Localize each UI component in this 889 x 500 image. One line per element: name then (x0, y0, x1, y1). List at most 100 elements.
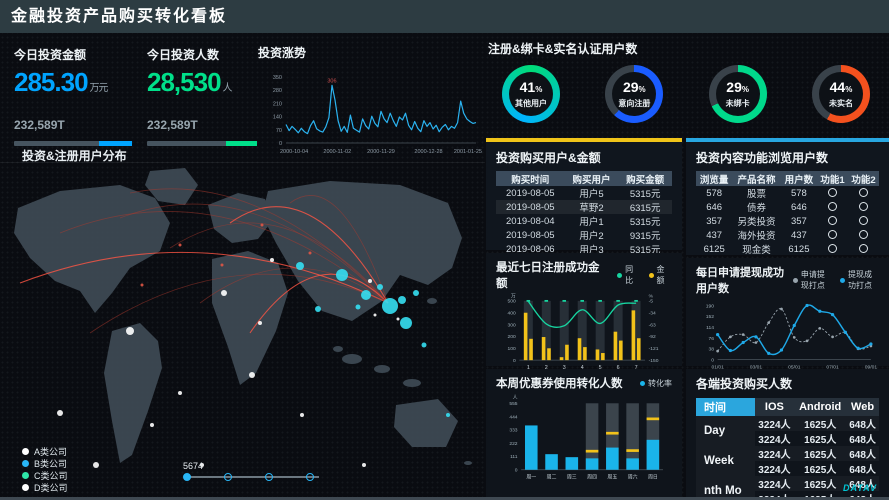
gauge-label: 意向注册 (618, 98, 651, 108)
svg-text:38: 38 (709, 347, 715, 353)
row-group-label: Day (696, 416, 755, 446)
table-row: nth Mo 3224人 1625人 648人 (696, 476, 879, 497)
svg-text:7: 7 (635, 365, 638, 371)
svg-text:01/01: 01/01 (711, 365, 724, 371)
legend-label: 提现成功打点 (847, 270, 872, 290)
column-header: 产品名称 (732, 171, 781, 186)
table-row: Week 3224人 1625人 648人 (696, 446, 879, 467)
kpi-title: 今日投资人数 (147, 48, 220, 62)
svg-text:3: 3 (563, 365, 566, 371)
kpi-title: 今日投资金额 (14, 48, 87, 62)
svg-text:0: 0 (279, 141, 282, 147)
donut-center: 44% 未实名 (818, 72, 863, 116)
bottom-strip (0, 497, 889, 500)
svg-text:111: 111 (510, 454, 518, 460)
legend-dot (839, 277, 845, 283)
accent-bar (686, 138, 889, 142)
device-table-panel: 各端投资购买人数 时间 IOS Android Web Day 3224人 1625人 64… (686, 369, 889, 500)
slider-stop[interactable] (306, 473, 314, 481)
column-header: 功能2 (848, 171, 879, 186)
svg-text:人: 人 (513, 395, 518, 401)
feature-circle-icon (859, 202, 869, 212)
kpi-subvalue: 232,589T (147, 118, 198, 132)
svg-text:-121: -121 (649, 346, 659, 352)
feature-circle-icon (828, 216, 838, 226)
feature-circle-icon (828, 230, 838, 240)
svg-text:07/01: 07/01 (826, 365, 839, 371)
world-map-canvas (14, 168, 472, 468)
legend-item: 申请提现打点 (792, 270, 832, 290)
svg-text:2001-01-25: 2001-01-25 (454, 149, 482, 155)
svg-text:2000-12-28: 2000-12-28 (414, 149, 442, 155)
svg-text:190: 190 (706, 303, 714, 309)
svg-text:03/01: 03/01 (750, 365, 763, 371)
legend-dot (22, 472, 29, 479)
chart-legend: 申请提现打点 提现成功打点 (785, 270, 879, 290)
svg-text:555: 555 (509, 401, 517, 407)
column-header: 购买用户 (564, 171, 619, 186)
legend-label: A类公司 (34, 447, 68, 457)
svg-text:周一: 周一 (526, 475, 536, 481)
donut-center: 29% 意向注册 (612, 72, 657, 116)
browse-panel: 投资内容功能浏览用户数 浏览量 产品名称 用户数 功能1 功能2 578 股票 578 646… (686, 138, 889, 256)
svg-text:1: 1 (527, 365, 530, 371)
page-title: 金融投资产品购买转化看板 (11, 8, 228, 25)
seven-chart-panel: 最近七日注册成功金额 同比 金额 万% 0 100 200 300 400 500 -5 -34 -… (486, 253, 682, 371)
svg-text:-34: -34 (649, 311, 656, 317)
purchase-panel: 投资购买用户&金额 购买时间 购买用户 购买金额 2019-08-05 用户5 5315… (486, 138, 682, 256)
gauge-percent: 29% (622, 78, 646, 95)
svg-text:0: 0 (515, 468, 518, 474)
panel-title: 各端投资购买人数 (696, 377, 793, 391)
panel-title: 投资涨势 (258, 46, 307, 60)
svg-text:5: 5 (599, 365, 602, 371)
svg-text:140: 140 (273, 115, 282, 121)
panel-title: 本周优惠券使用转化人数 (496, 378, 623, 390)
legend-item: 提现成功打点 (839, 270, 879, 290)
feature-circle-icon (828, 188, 838, 198)
legend-item: 金额 (648, 265, 672, 285)
app-header: 金融投资产品购买转化看板 (0, 0, 889, 33)
svg-text:%: % (649, 293, 654, 299)
svg-text:350: 350 (273, 75, 282, 81)
legend-label: 金额 (656, 265, 665, 285)
trend-line-chart: 0 70 140 210 280 350 2000-10-04 2000-11-02 2000-… (273, 75, 482, 155)
chart-legend: 转化率 (632, 378, 672, 388)
panel-title: 投资内容功能浏览用户数 (696, 151, 829, 165)
svg-text:周六: 周六 (628, 474, 638, 481)
donut-gauge: 29% 意向注册 (605, 65, 664, 123)
feature-circle-icon (828, 244, 838, 254)
withdraw-line-chart: 0 38 76 114 152 190 01/01 03/01 05/01 07/01 09/01 (706, 303, 878, 371)
column-header: Web (846, 398, 879, 416)
svg-text:-150: -150 (649, 358, 659, 364)
slider-stop[interactable] (265, 473, 273, 481)
table-row: 646 债券 646 (696, 200, 879, 214)
slider-value: 5674 (183, 461, 204, 471)
device-table: 时间 IOS Android Web Day 3224人 1625人 648人 3224人 16… (696, 398, 879, 500)
svg-text:周三: 周三 (567, 475, 577, 481)
legend-dot (22, 448, 29, 455)
map-section-title: 投资&注册用户分布 (22, 149, 127, 163)
table-row: 578 股票 578 (696, 186, 879, 200)
slider-handle[interactable] (183, 473, 191, 481)
kpi-unit: 人 (222, 83, 233, 94)
gauge-label: 未实名 (828, 98, 853, 108)
column-header: 购买金额 (618, 171, 672, 186)
legend-dot (640, 380, 645, 386)
column-header: 功能1 (817, 171, 849, 186)
svg-text:2000-11-29: 2000-11-29 (367, 149, 395, 155)
legend-item: 转化率 (640, 378, 672, 388)
svg-text:-92: -92 (649, 334, 656, 340)
legend-item: D类公司 (22, 482, 68, 493)
map-legend: A类公司 B类公司 C类公司 D类公司 (22, 446, 68, 494)
svg-text:0: 0 (513, 358, 516, 364)
column-header: Android (794, 398, 847, 416)
donut-gauge: 29% 未绑卡 (708, 65, 767, 123)
column-header: 购买时间 (496, 171, 565, 186)
slider-stop[interactable] (224, 473, 232, 481)
gauge-percent: 29% (726, 78, 749, 95)
legend-label: 申请提现打点 (800, 270, 825, 290)
gauge-percent: 44% (829, 78, 853, 95)
slider-track[interactable] (186, 476, 319, 478)
kpi-progress (14, 141, 132, 146)
